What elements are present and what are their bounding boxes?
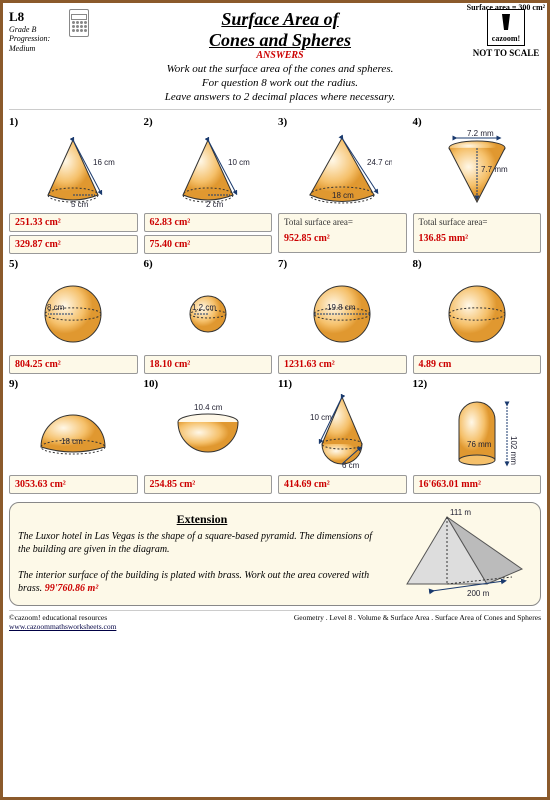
worksheet-page: L8 Grade B Progression: Medium Surface A… xyxy=(0,0,550,800)
figure: 8 cm xyxy=(9,272,138,352)
figure: 18 cm xyxy=(9,392,138,472)
svg-text:10 cm: 10 cm xyxy=(228,158,250,167)
svg-text:8 cm: 8 cm xyxy=(47,303,65,312)
question-number: 10) xyxy=(144,378,273,390)
question-cell: 11) 10 cm 6 cm 414.69 cm² xyxy=(278,378,407,494)
extension-text: Extension The Luxor hotel in Las Vegas i… xyxy=(18,512,386,596)
question-number: 7) xyxy=(278,258,407,270)
svg-text:16 cm: 16 cm xyxy=(93,158,115,167)
question-grid: 1) 16 cm 5 cm 251.33 cm² 329.87 cm² 2) 10 cm 2 … xyxy=(9,116,541,494)
header-center: Surface Area ofCones and Spheres ANSWERS… xyxy=(89,9,471,105)
svg-text:18 cm: 18 cm xyxy=(61,437,83,446)
question-cell: 2) 10 cm 2 cm 62.83 cm² 75.40 cm² xyxy=(144,116,273,254)
answer-box: Total surface area=952.85 cm² xyxy=(278,213,407,253)
svg-text:7.7 mm: 7.7 mm xyxy=(481,165,508,174)
level-info: L8 Grade B Progression: Medium xyxy=(9,9,65,53)
question-number: 5) xyxy=(9,258,138,270)
header-right: cazoom! NOT TO SCALE xyxy=(471,9,541,58)
instructions: Work out the surface area of the cones a… xyxy=(89,63,471,104)
svg-text:5 cm: 5 cm xyxy=(71,200,89,209)
answer-box: 329.87 cm² xyxy=(9,235,138,254)
question-cell: 8)Surface area = 300 cm² 4.89 cm xyxy=(413,258,542,374)
svg-text:2 cm: 2 cm xyxy=(206,200,224,209)
calculator-icon xyxy=(69,9,89,37)
svg-text:24.7 cm: 24.7 cm xyxy=(367,158,392,167)
question-cell: 1) 16 cm 5 cm 251.33 cm² 329.87 cm² xyxy=(9,116,138,254)
question-number: 11) xyxy=(278,378,407,390)
answer-box: Total surface area=136.85 mm² xyxy=(413,213,542,253)
question-number: 2) xyxy=(144,116,273,128)
answer-box: 75.40 cm² xyxy=(144,235,273,254)
answer-box: 62.83 cm² xyxy=(144,213,273,232)
question-cell: 3) 24.7 cm 18 cm Total surface area=952.85 … xyxy=(278,116,407,254)
answer-box: 251.33 cm² xyxy=(9,213,138,232)
header-left: L8 Grade B Progression: Medium xyxy=(9,9,89,53)
answer-box: 16'663.01 mm² xyxy=(413,475,542,494)
answer-box: 3053.63 cm² xyxy=(9,475,138,494)
not-to-scale: NOT TO SCALE xyxy=(471,48,541,58)
svg-text:76 mm: 76 mm xyxy=(467,440,492,449)
figure: 10 cm 6 cm xyxy=(278,392,407,472)
progression: Progression: Medium xyxy=(9,34,65,53)
footer-right: Geometry . Level 8 . Volume & Surface Ar… xyxy=(294,613,541,631)
figure: 10.4 cm xyxy=(144,392,273,472)
svg-text:10.4 cm: 10.4 cm xyxy=(194,403,223,412)
extension-p2: The interior surface of the building is … xyxy=(18,569,386,595)
extension-box: Extension The Luxor hotel in Las Vegas i… xyxy=(9,502,541,606)
answer-box: 18.10 cm² xyxy=(144,355,273,374)
figure: 19.8 cm xyxy=(278,272,407,352)
svg-text:19.8 cm: 19.8 cm xyxy=(327,303,356,312)
answer-box: 4.89 cm xyxy=(413,355,542,374)
answer-box: 254.85 cm² xyxy=(144,475,273,494)
question-cell: 9) 18 cm 3053.63 cm² xyxy=(9,378,138,494)
question-cell: 10) 10.4 cm 254.85 cm² xyxy=(144,378,273,494)
svg-text:102 mm: 102 mm xyxy=(509,436,518,465)
figure: 24.7 cm 18 cm xyxy=(278,130,407,210)
svg-text:10 cm: 10 cm xyxy=(310,413,332,422)
extension-p1: The Luxor hotel in Las Vegas is the shap… xyxy=(18,530,386,556)
footer: ©cazoom! educational resourceswww.cazoom… xyxy=(9,610,541,631)
answers-label: ANSWERS xyxy=(89,50,471,61)
figure: 7.2 mm 7.7 mm xyxy=(413,130,542,210)
svg-text:1.2 cm: 1.2 cm xyxy=(192,303,216,312)
svg-text:7.2 mm: 7.2 mm xyxy=(467,130,494,138)
question-number: 12) xyxy=(413,378,542,390)
figure xyxy=(413,272,542,352)
answer-box: 1231.63 cm² xyxy=(278,355,407,374)
footer-link[interactable]: www.cazoommathsworksheets.com xyxy=(9,622,116,631)
question-number: 8)Surface area = 300 cm² xyxy=(413,258,542,270)
question-cell: 4) 7.2 mm 7.7 mm Total surface area=136.85 … xyxy=(413,116,542,254)
svg-text:6 cm: 6 cm xyxy=(342,461,360,470)
grade: Grade B xyxy=(9,25,65,35)
question-cell: 6) 1.2 cm 18.10 cm² xyxy=(144,258,273,374)
svg-text:18 cm: 18 cm xyxy=(332,191,354,200)
figure: 1.2 cm xyxy=(144,272,273,352)
extension-title: Extension xyxy=(18,512,386,528)
header: L8 Grade B Progression: Medium Surface A… xyxy=(9,9,541,110)
question-number: 4) xyxy=(413,116,542,128)
question-number: 6) xyxy=(144,258,273,270)
question-number: 1) xyxy=(9,116,138,128)
figure: 102 mm 76 mm xyxy=(413,392,542,472)
question-cell: 12) 102 mm 76 mm 16'663.01 mm² xyxy=(413,378,542,494)
page-title: Surface Area ofCones and Spheres xyxy=(89,9,471,50)
pyramid-base: 200 m xyxy=(467,589,490,598)
figure: 16 cm 5 cm xyxy=(9,130,138,210)
answer-box: 414.69 cm² xyxy=(278,475,407,494)
brand-logo: cazoom! xyxy=(487,9,525,46)
answer-box: 804.25 cm² xyxy=(9,355,138,374)
pyramid-height: 111 m xyxy=(450,509,471,517)
footer-left: ©cazoom! educational resourceswww.cazoom… xyxy=(9,613,116,631)
figure: 10 cm 2 cm xyxy=(144,130,273,210)
question-number: 3) xyxy=(278,116,407,128)
level: L8 xyxy=(9,9,65,25)
question-cell: 5) 8 cm 804.25 cm² xyxy=(9,258,138,374)
extension-figure: 111 m 200 m xyxy=(392,509,532,599)
question-number: 9) xyxy=(9,378,138,390)
question-cell: 7) 19.8 cm 1231.63 cm² xyxy=(278,258,407,374)
